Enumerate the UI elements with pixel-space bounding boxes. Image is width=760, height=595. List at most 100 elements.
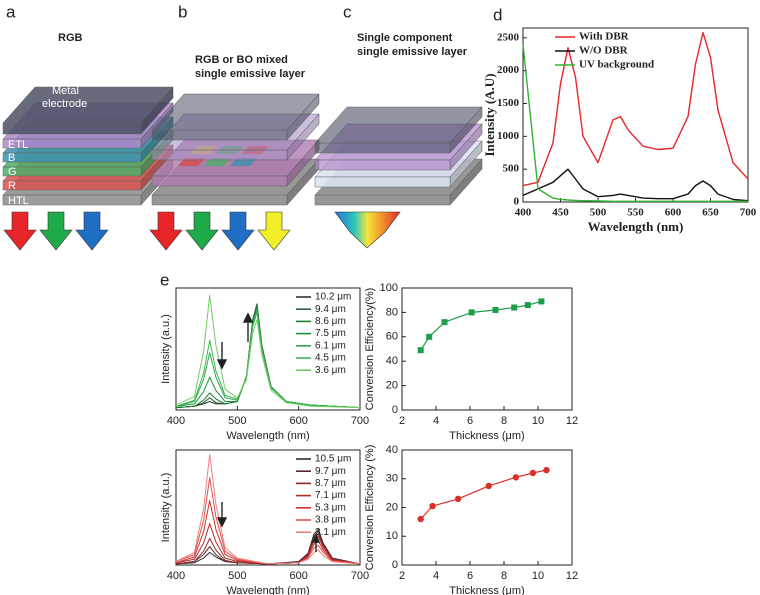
y-tick-label: 40 (386, 355, 398, 367)
y-tick-label: 2500 (497, 31, 520, 43)
x-tick-label: 500 (590, 207, 607, 219)
y-tick-label: 0 (392, 404, 398, 416)
chart: 400 500 600 700 Wavelength (nm) Intensity (a.… (160, 287, 369, 442)
series-line (420, 300, 542, 351)
panel-title: RGB (58, 32, 83, 44)
arrow-head (311, 533, 321, 543)
layer-front (2, 152, 142, 163)
light-arrow (185, 211, 219, 251)
marker (529, 469, 537, 477)
layer-front (151, 175, 288, 187)
panel-label: a (6, 2, 16, 21)
legend-label: With DBR (579, 31, 630, 43)
marker (492, 306, 499, 313)
electrode-label: Metal (52, 85, 79, 97)
panel-title: single emissive layer (195, 68, 306, 80)
light-arrow (334, 211, 401, 249)
charts: 400 450 500 550 600 650 7000500100015002000250… (160, 5, 757, 595)
marker (524, 302, 531, 309)
legend-label: 6.1 μm (315, 340, 346, 351)
legend-label: 9.7 μm (315, 466, 346, 477)
y-tick-label: 1000 (497, 130, 520, 142)
marker (512, 474, 520, 481)
layer-front (2, 180, 142, 191)
y-tick-label: 500 (503, 163, 520, 175)
x-axis-label: Wavelength (nm) (588, 219, 684, 234)
x-tick-label: 10 (532, 570, 544, 582)
legend-label: 7.1 μm (315, 490, 346, 501)
legend-label: 5.3 μm (315, 502, 346, 513)
x-axis-label: Wavelength (nm) (226, 585, 309, 595)
marker (417, 347, 424, 354)
x-tick-label: 4 (433, 415, 439, 427)
arrow-head (216, 359, 228, 370)
marker (538, 298, 545, 305)
x-tick-label: 4 (433, 570, 439, 582)
chart: 400 500 600 700 Wavelength (nm) Intensity (a.… (160, 449, 369, 595)
legend-label: 9.4 μm (315, 304, 346, 315)
y-tick-label: 2000 (497, 64, 520, 76)
layer-front (151, 129, 288, 141)
x-tick-label: 8 (501, 570, 507, 582)
marker (511, 304, 518, 311)
layer-front (2, 194, 142, 206)
layer-label: HTL (8, 195, 29, 207)
y-tick-label: 100 (380, 282, 398, 294)
marker (468, 309, 475, 316)
x-tick-label: 500 (228, 570, 246, 582)
panel-title: Single component (357, 32, 453, 44)
plot-frame (175, 449, 361, 566)
marker (485, 482, 492, 490)
x-tick-label: 2 (399, 570, 405, 582)
y-axis-label: Intensity (a.u.) (160, 314, 172, 384)
layer-front (314, 159, 451, 171)
legend-label: 4.5 μm (315, 353, 346, 364)
x-tick-label: 600 (665, 207, 682, 219)
series-line (175, 294, 361, 409)
light-arrow (3, 211, 37, 251)
legend-label: 3.1 μm (315, 527, 346, 538)
panel-label: b (178, 2, 187, 21)
y-axis-label: Intensity (A.U) (482, 73, 497, 156)
x-tick-label: 6 (467, 570, 473, 582)
y-tick-label: 1500 (497, 97, 520, 109)
x-axis-label: Thickness (μm) (449, 430, 524, 442)
x-tick-label: 400 (167, 415, 185, 427)
x-tick-label: 12 (566, 415, 578, 427)
layer-label: R (8, 180, 16, 192)
legend-label: UV background (579, 59, 654, 71)
layer-front (151, 149, 288, 161)
layer-front (2, 166, 142, 177)
y-tick-label: 20 (386, 501, 398, 513)
marker (426, 333, 433, 340)
arrow-head (242, 312, 254, 323)
y-tick-label: 0 (392, 559, 398, 571)
series-line (175, 454, 361, 565)
light-arrow (75, 211, 109, 251)
x-tick-label: 600 (289, 570, 307, 582)
legend-label: 7.5 μm (315, 328, 346, 339)
y-tick-label: 80 (386, 306, 398, 318)
series-line (522, 168, 749, 202)
electrode-label: electrode (42, 98, 87, 110)
marker (543, 466, 550, 474)
legend-label: 8.6 μm (315, 316, 346, 327)
legend-label: 10.2 μm (315, 292, 351, 303)
marker (441, 319, 448, 326)
chart: 400 450 500 550 600 650 700 0 500 1000 1500 2000 250… (482, 5, 757, 234)
layer-front (314, 142, 451, 154)
y-tick-label: 20 (386, 380, 398, 392)
y-tick-label: 40 (386, 444, 398, 456)
layer-front (151, 194, 288, 206)
chart: 2 4 6 8 10 12 0 10 20 30 40 Thickness (μm) Conversio… (364, 444, 578, 595)
light-arrow (257, 211, 291, 251)
x-tick-label: 450 (552, 207, 569, 219)
x-tick-label: 600 (289, 415, 307, 427)
arrow-head (216, 517, 228, 528)
y-axis-label: Conversion Efficiency(%) (364, 288, 376, 411)
light-arrow (221, 211, 255, 251)
layer-label: G (8, 166, 17, 178)
chart: 2 4 6 8 10 12 0 20 40 60 80 100 Thickness (μm) Conver… (364, 282, 578, 442)
